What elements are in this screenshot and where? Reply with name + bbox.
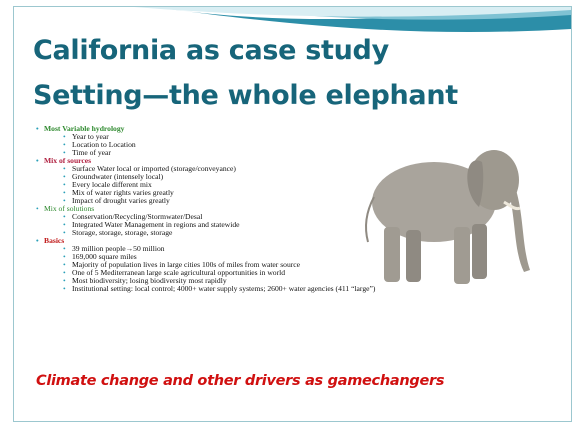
slide: California as case study Setting—the who… (0, 0, 585, 428)
elephant-image (344, 132, 544, 302)
footer-text: Climate change and other drivers as game… (36, 373, 444, 389)
title-line: California as case study (33, 35, 389, 66)
slide-frame: California as case study Setting—the who… (13, 6, 572, 422)
title-line: Setting—the whole elephant (33, 80, 458, 111)
